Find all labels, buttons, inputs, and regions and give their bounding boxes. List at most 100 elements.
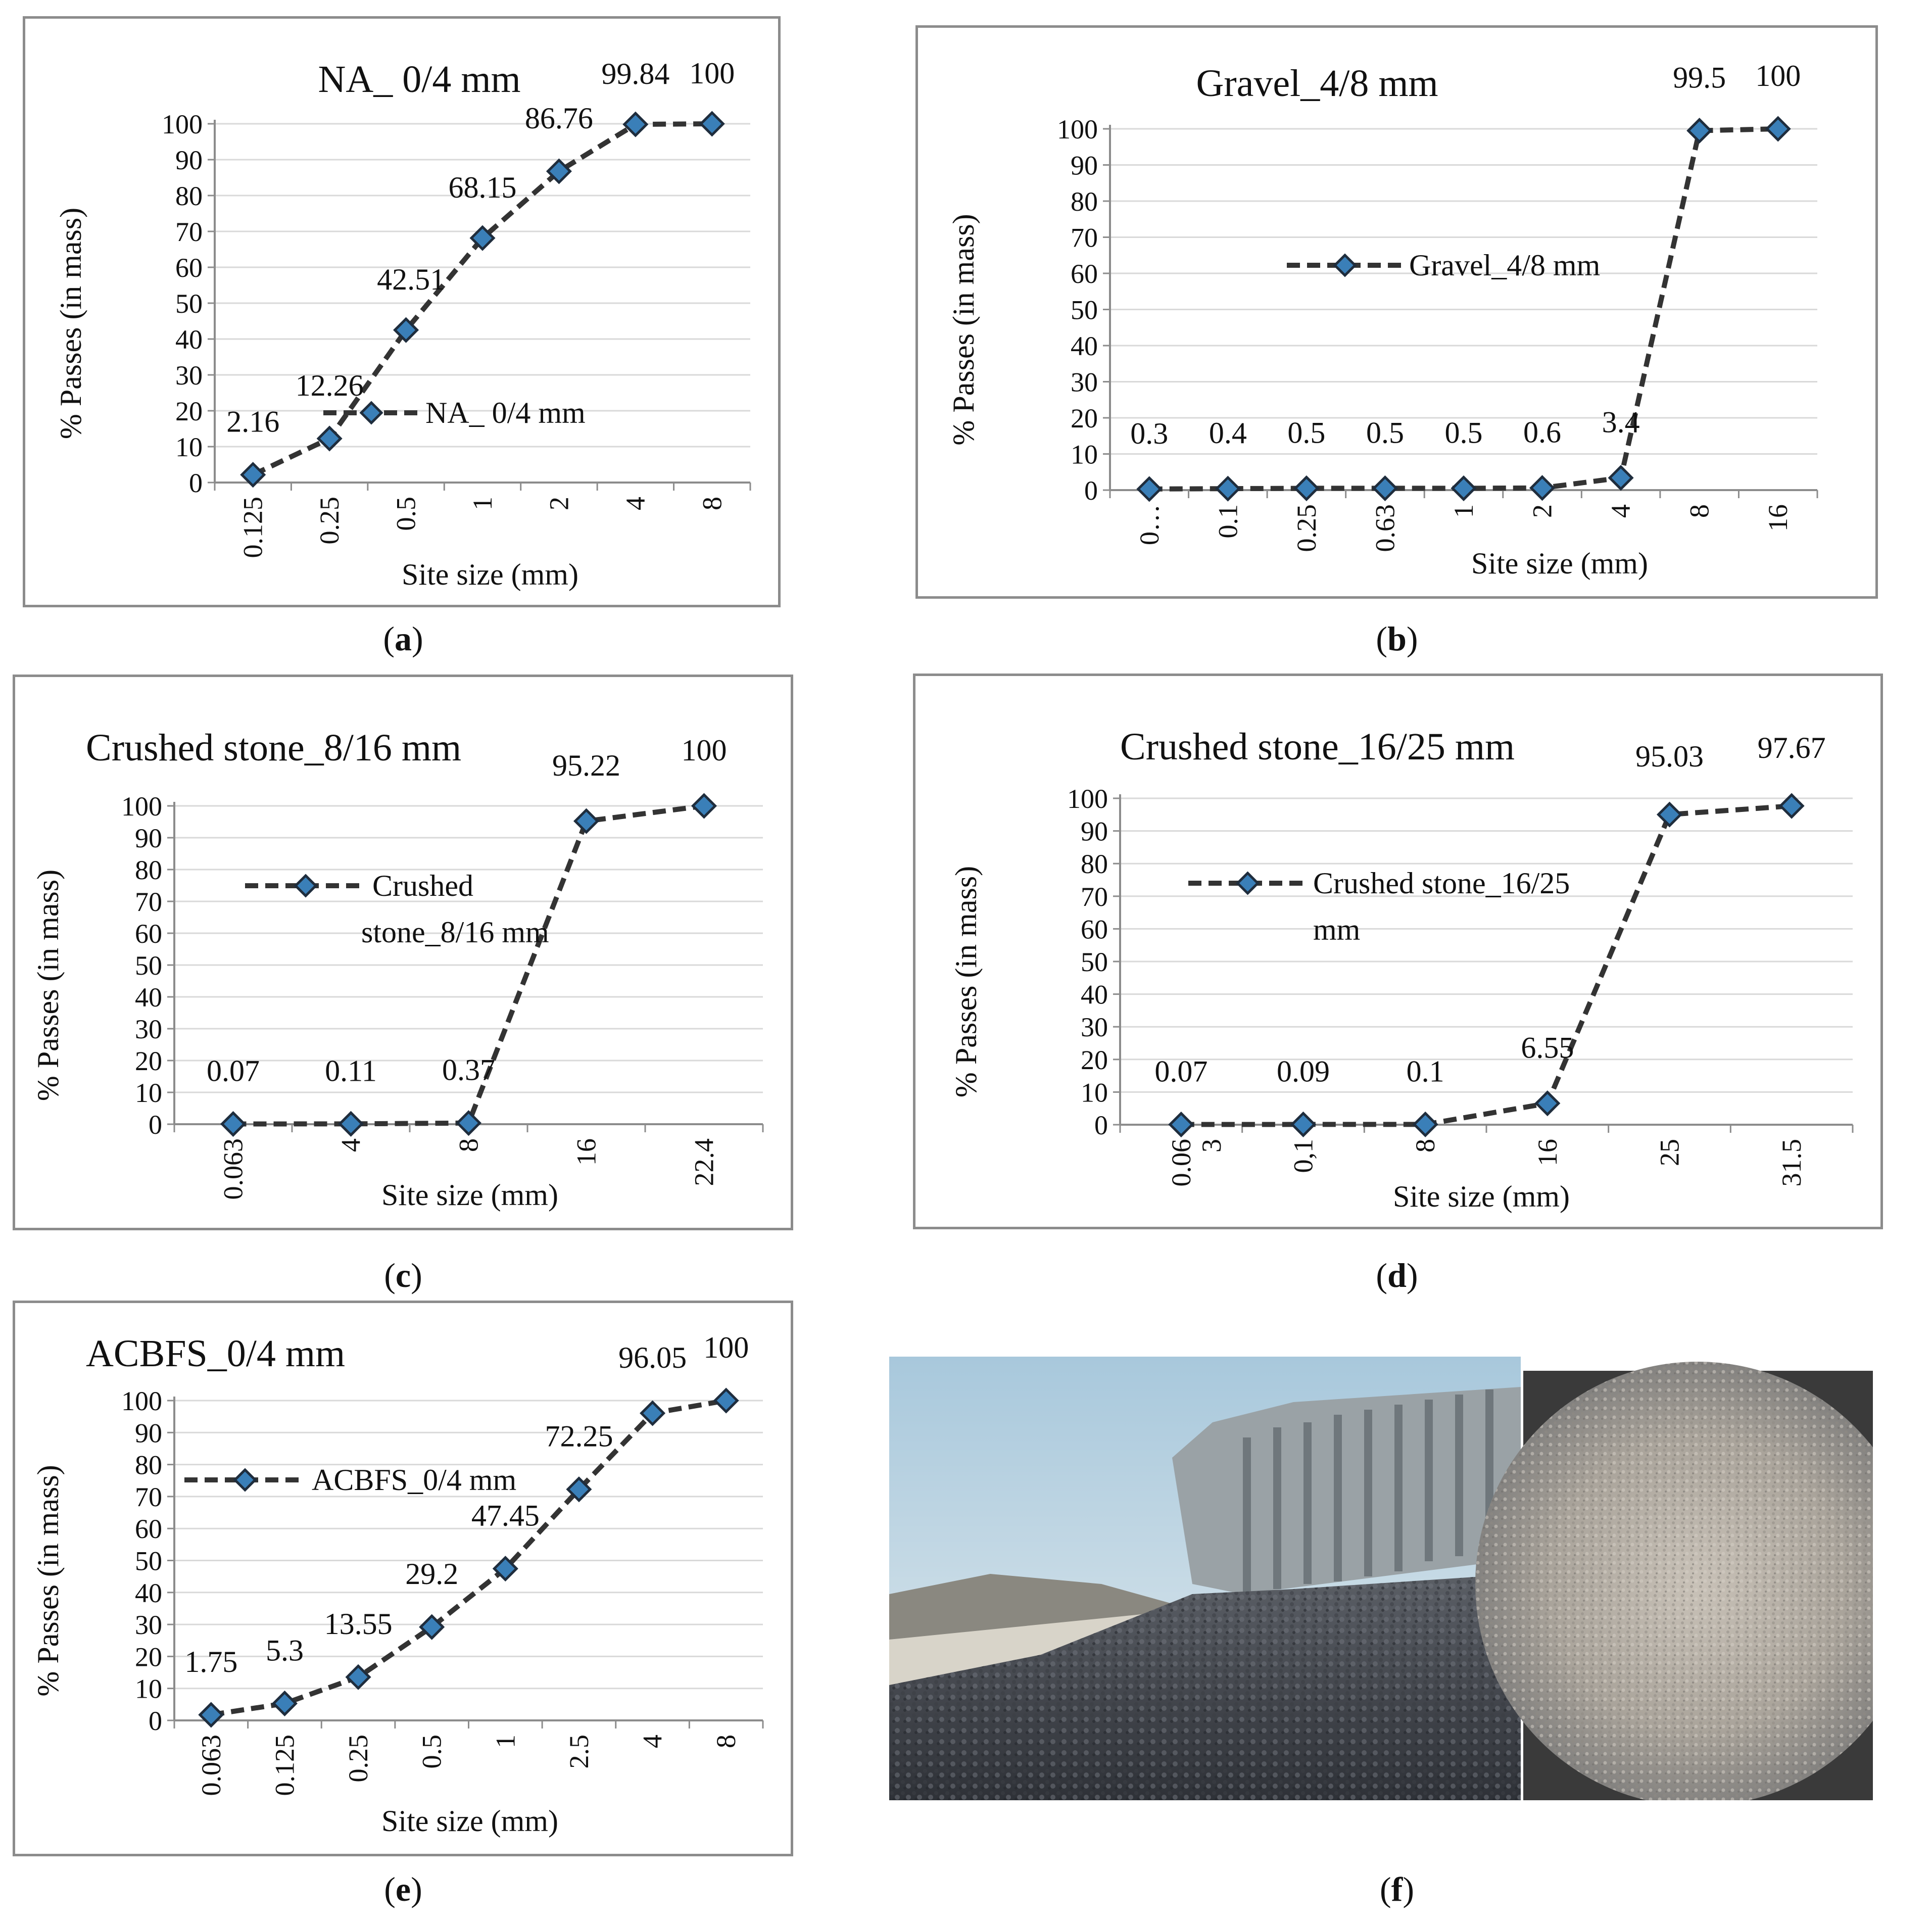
data-label: 100 [703,1331,749,1364]
x-tick-label: 2.5 [564,1735,594,1769]
y-tick-label: 80 [175,181,203,211]
data-point-marker [1136,476,1163,502]
y-tick-label: 0 [1084,475,1098,506]
data-label: 0.11 [325,1054,377,1087]
y-tick-label: 10 [135,1674,162,1704]
x-tick-label: 0.063 [196,1735,226,1796]
data-point-marker [1608,465,1634,491]
x-tick-label: 16 [571,1138,602,1166]
data-label: 0.3 [1130,417,1168,450]
y-tick-label: 0 [1094,1110,1108,1140]
data-point-marker [1290,1111,1317,1137]
data-label: 100 [1755,59,1801,92]
x-tick-label: 1 [490,1735,520,1748]
data-point-marker [1656,801,1683,828]
y-tick-label: 60 [1071,259,1098,289]
chart-panel-a: 0 10 20 30 40 50 60 70 80 90 100 0.125 0.25 0.5 1 2 4 8 % … [23,16,781,607]
y-tick-label: 20 [1071,403,1098,434]
y-axis-title: % Passes (in mass) [31,1465,65,1696]
y-tick-label: 50 [1081,947,1108,977]
y-tick-label: 20 [1081,1045,1108,1075]
y-tick-label: 70 [1071,223,1098,253]
y-tick-label: 0 [149,1110,162,1140]
data-point-marker [566,1476,592,1503]
data-label: 3.4 [1602,406,1640,439]
chart-title: Gravel_4/8 mm [1196,62,1438,105]
data-label: 97.67 [1758,731,1826,764]
data-label: 13.55 [324,1607,393,1641]
chart-title: Crushed stone_16/25 mm [1120,726,1515,768]
data-point-marker [419,1614,445,1640]
series-line [1181,803,1792,1127]
x-tick-label: 0.63 [1370,504,1400,552]
y-tick-label: 20 [135,1642,162,1672]
y-tick-label: 30 [175,360,203,391]
x-tick-label: 1 [1448,504,1479,518]
y-tick-label: 100 [1067,784,1108,814]
data-point-marker [1293,475,1320,501]
y-tick-label: 70 [175,217,203,247]
y-tick-label: 0 [189,468,203,498]
data-label: 99.5 [1673,61,1726,94]
data-point-marker [469,225,496,251]
data-point-marker [573,808,600,834]
data-label: 0.4 [1209,416,1247,450]
caption-c: (c) [384,1256,422,1294]
x-tick-label: 4 [638,1735,668,1748]
legend-marker [1333,253,1357,277]
data-point-marker [1215,475,1241,502]
y-tick-label: 70 [1081,882,1108,912]
x-tick-label: 0… [1134,504,1165,545]
data-point-marker [640,1400,666,1426]
data-label: 0.09 [1277,1054,1330,1088]
x-tick-label: 0.06 [1166,1139,1196,1187]
slag-photographs [889,1357,1873,1800]
y-tick-label: 30 [135,1014,162,1044]
x-tick-label: 0.25 [314,497,345,545]
y-tick-label: 10 [1071,440,1098,470]
data-label: 2.16 [226,405,279,439]
legend-marker [359,401,383,425]
data-point-marker [1765,116,1791,142]
data-point-marker [1778,793,1805,819]
data-point-marker [713,1387,739,1414]
y-tick-label: 30 [1081,1012,1108,1042]
x-tick-label: 2 [1527,504,1558,518]
y-tick-label: 30 [1071,367,1098,398]
data-point-marker [546,158,572,184]
data-label: 0.07 [207,1054,260,1088]
y-tick-label: 100 [121,791,162,822]
y-tick-label: 60 [135,1514,162,1544]
y-tick-label: 70 [135,1482,162,1512]
chart-svg: 0 10 20 30 40 50 60 70 80 90 100 0.125 0.25 0.5 1 2 4 8 % … [54,57,751,591]
x-tick-label: 8 [711,1735,741,1748]
y-tick-label: 40 [135,1578,162,1608]
y-tick-label: 40 [1071,331,1098,361]
y-tick-label: 50 [135,950,162,981]
data-label: 95.22 [552,749,620,782]
y-axis-title: % Passes (in mass) [949,866,983,1097]
data-point-marker [271,1690,298,1716]
x-tick-label: 0.5 [417,1735,447,1769]
y-tick-label: 10 [135,1078,162,1108]
data-label: 12.26 [296,369,364,402]
y-tick-label: 80 [135,1450,162,1480]
y-axis-title: % Passes (in mass) [947,214,980,445]
chart-svg: 0 10 20 30 40 50 60 70 80 90 100 0… 0.1 0.25 0.63 1 2 4 8 1… [947,59,1818,580]
x-tick-label: 16 [1763,504,1793,532]
y-tick-label: 10 [175,432,203,462]
data-point-marker [1412,1111,1438,1137]
chart-title: Crushed stone_8/16 mm [86,727,461,769]
legend-label: Crushed [372,869,473,902]
data-label: 100 [689,57,735,90]
caption-f: (f) [1380,1870,1414,1908]
chart-title: NA_ 0/4 mm [318,58,520,101]
chart-panel-c: 0 10 20 30 40 50 60 70 80 90 100 0.063 4 8 16 22.4% Pas… [13,675,793,1230]
x-tick-label: 31.5 [1776,1139,1807,1187]
legend-label: Gravel_4/8 mm [1409,249,1600,282]
y-tick-label: 90 [175,145,203,175]
x-tick-label: 0.5 [391,497,421,531]
x-axis-title: Site size (mm) [1393,1180,1570,1213]
x-tick-label: 2 [544,497,574,510]
data-point-marker [1451,475,1477,501]
